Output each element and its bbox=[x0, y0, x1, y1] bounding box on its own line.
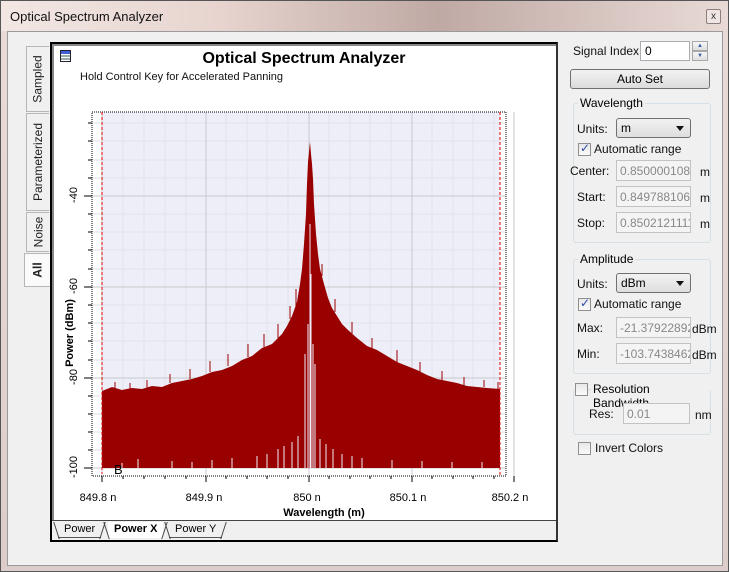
tab-label: All bbox=[30, 262, 45, 278]
chevron-down-icon bbox=[676, 126, 684, 131]
chart-panel: Optical Spectrum Analyzer Hold Control K… bbox=[50, 42, 558, 542]
x-tick-label: 850.2 n bbox=[491, 492, 529, 504]
stop-unit: m bbox=[700, 217, 710, 231]
resolution-bandwidth-group: Resolution Bandwidth Res: 0.01 nm bbox=[573, 382, 712, 435]
x-tick-label: 849.8 n bbox=[79, 492, 117, 504]
res-field[interactable]: 0.01 bbox=[623, 403, 690, 424]
start-unit: m bbox=[700, 191, 710, 205]
spectrum-gaps bbox=[121, 224, 483, 468]
min-field[interactable]: -103.7438462 bbox=[616, 343, 691, 364]
amplitude-group-title: Amplitude bbox=[578, 252, 636, 266]
max-unit: dBm bbox=[692, 322, 717, 336]
center-field[interactable]: 0.8500001087 bbox=[616, 160, 691, 181]
start-label: Start: bbox=[577, 190, 606, 204]
select-value: dBm bbox=[621, 276, 646, 290]
panning-hint: Hold Control Key for Accelerated Panning bbox=[80, 71, 284, 83]
signal-index-spinner: ▲ ▼ bbox=[692, 41, 708, 62]
spectrum-trace bbox=[102, 142, 500, 468]
close-button[interactable]: x bbox=[706, 9, 721, 24]
plot-frame bbox=[91, 111, 507, 477]
tab-power[interactable]: Power bbox=[58, 522, 102, 538]
tab-all[interactable]: All bbox=[24, 253, 50, 287]
invert-colors-label: Invert Colors bbox=[595, 441, 664, 455]
invert-colors-checkbox[interactable] bbox=[578, 442, 591, 455]
amplitude-auto-range-checkbox[interactable] bbox=[578, 296, 591, 311]
x-tick-label: 850 n bbox=[293, 492, 321, 504]
amplitude-units-select[interactable]: dBm bbox=[616, 273, 691, 293]
y-axis-label: Power (dBm) bbox=[64, 299, 76, 367]
chevron-down-icon bbox=[676, 281, 684, 286]
x-axis-ticks bbox=[101, 476, 515, 482]
resolution-bandwidth-checkbox[interactable] bbox=[575, 383, 588, 396]
spin-up-button[interactable]: ▲ bbox=[692, 41, 708, 51]
x-tick-label: 850.1 n bbox=[389, 492, 427, 504]
x-tick-label: 849.9 n bbox=[185, 492, 223, 504]
signal-index-label: Signal Index: bbox=[573, 44, 643, 58]
tab-power-y[interactable]: Power Y bbox=[169, 522, 223, 538]
spectrum-plot[interactable] bbox=[52, 44, 556, 520]
select-value: m bbox=[621, 121, 631, 135]
x-axis-label: Wavelength (m) bbox=[283, 507, 365, 519]
tab-power-x[interactable]: Power X bbox=[108, 522, 164, 538]
amplitude-auto-range-label: Automatic range bbox=[594, 297, 682, 311]
center-label: Center: bbox=[570, 164, 610, 178]
center-unit: m bbox=[700, 165, 710, 179]
y-axis-ticks bbox=[84, 122, 92, 469]
bottom-tab-strip: Power Power X Power Y bbox=[52, 520, 556, 540]
amplitude-group: Amplitude Units: dBm Automatic range Max… bbox=[573, 252, 717, 374]
spin-down-button[interactable]: ▼ bbox=[692, 51, 708, 61]
res-unit: nm bbox=[695, 408, 712, 422]
amplitude-units-label: Units: bbox=[577, 277, 608, 291]
side-tab-strip: Sampled Parameterized Noise All bbox=[24, 46, 50, 306]
tab-label: Parameterized bbox=[31, 122, 46, 202]
y-tick-label: -100 bbox=[68, 455, 80, 479]
y-tick-label: -40 bbox=[68, 187, 80, 203]
wavelength-units-select[interactable]: m bbox=[616, 118, 691, 138]
min-label: Min: bbox=[577, 347, 600, 361]
wavelength-group: Wavelength Units: m Automatic range Cent… bbox=[570, 96, 711, 243]
title-bar[interactable]: Optical Spectrum Analyzer x bbox=[1, 1, 728, 31]
close-icon: x bbox=[711, 11, 716, 22]
panel-menu-icon[interactable] bbox=[60, 50, 71, 62]
client-area: Sampled Parameterized Noise All Optical … bbox=[7, 31, 723, 566]
tab-sampled[interactable]: Sampled bbox=[26, 46, 49, 112]
tab-label: Noise bbox=[31, 216, 45, 248]
wavelength-units-label: Units: bbox=[577, 122, 608, 136]
window-title: Optical Spectrum Analyzer bbox=[10, 9, 164, 24]
stop-field[interactable]: 0.8502121111 bbox=[616, 212, 691, 233]
res-label: Res: bbox=[589, 407, 614, 421]
control-panel: Signal Index: 0 ▲ ▼ Auto Set Wavelength … bbox=[566, 32, 717, 562]
marker-label-b: B bbox=[114, 462, 123, 477]
spectrum-spikes bbox=[114, 264, 499, 391]
wavelength-group-title: Wavelength bbox=[578, 96, 645, 110]
start-field[interactable]: 0.8497881063 bbox=[616, 186, 691, 207]
max-field[interactable]: -21.37922892 bbox=[616, 317, 691, 338]
tab-parameterized[interactable]: Parameterized bbox=[26, 113, 49, 211]
stop-label: Stop: bbox=[577, 216, 606, 230]
max-label: Max: bbox=[577, 321, 604, 335]
min-unit: dBm bbox=[692, 348, 717, 362]
tab-noise[interactable]: Noise bbox=[26, 212, 49, 252]
signal-index-input[interactable]: 0 bbox=[640, 41, 690, 61]
wavelength-auto-range-checkbox[interactable] bbox=[578, 141, 591, 156]
auto-set-button[interactable]: Auto Set bbox=[570, 69, 710, 89]
chart-title: Optical Spectrum Analyzer bbox=[202, 50, 406, 67]
wavelength-auto-range-label: Automatic range bbox=[594, 142, 682, 156]
tab-label: Sampled bbox=[31, 55, 45, 103]
